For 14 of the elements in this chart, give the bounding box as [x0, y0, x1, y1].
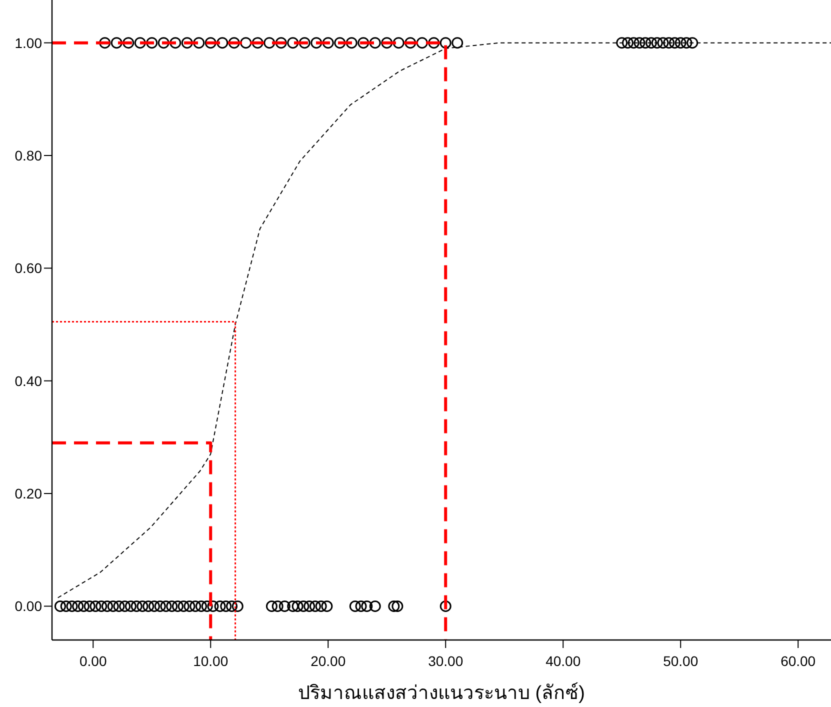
x-tick-label: 30.00 — [428, 653, 464, 669]
y-tick-label: 0.00 — [14, 598, 42, 614]
y-tick-label: 0.60 — [14, 260, 42, 276]
y-tick-label: 0.40 — [14, 372, 42, 389]
x-tick-label: 10.00 — [193, 653, 228, 669]
x-tick-label: 40.00 — [546, 653, 581, 669]
y-tick-label: 1.00 — [14, 34, 42, 51]
y-tick-label: 0.80 — [14, 147, 42, 164]
x-tick-label: 60.00 — [780, 653, 816, 669]
x-tick-label: 0.00 — [80, 653, 107, 669]
x-axis-title: ปริมาณแสงสว่างแนวระนาบ (ลักซ์) — [298, 682, 585, 704]
x-tick-label: 20.00 — [310, 653, 346, 669]
y-tick-label: 0.20 — [14, 486, 42, 502]
x-tick-label: 50.00 — [663, 653, 698, 669]
